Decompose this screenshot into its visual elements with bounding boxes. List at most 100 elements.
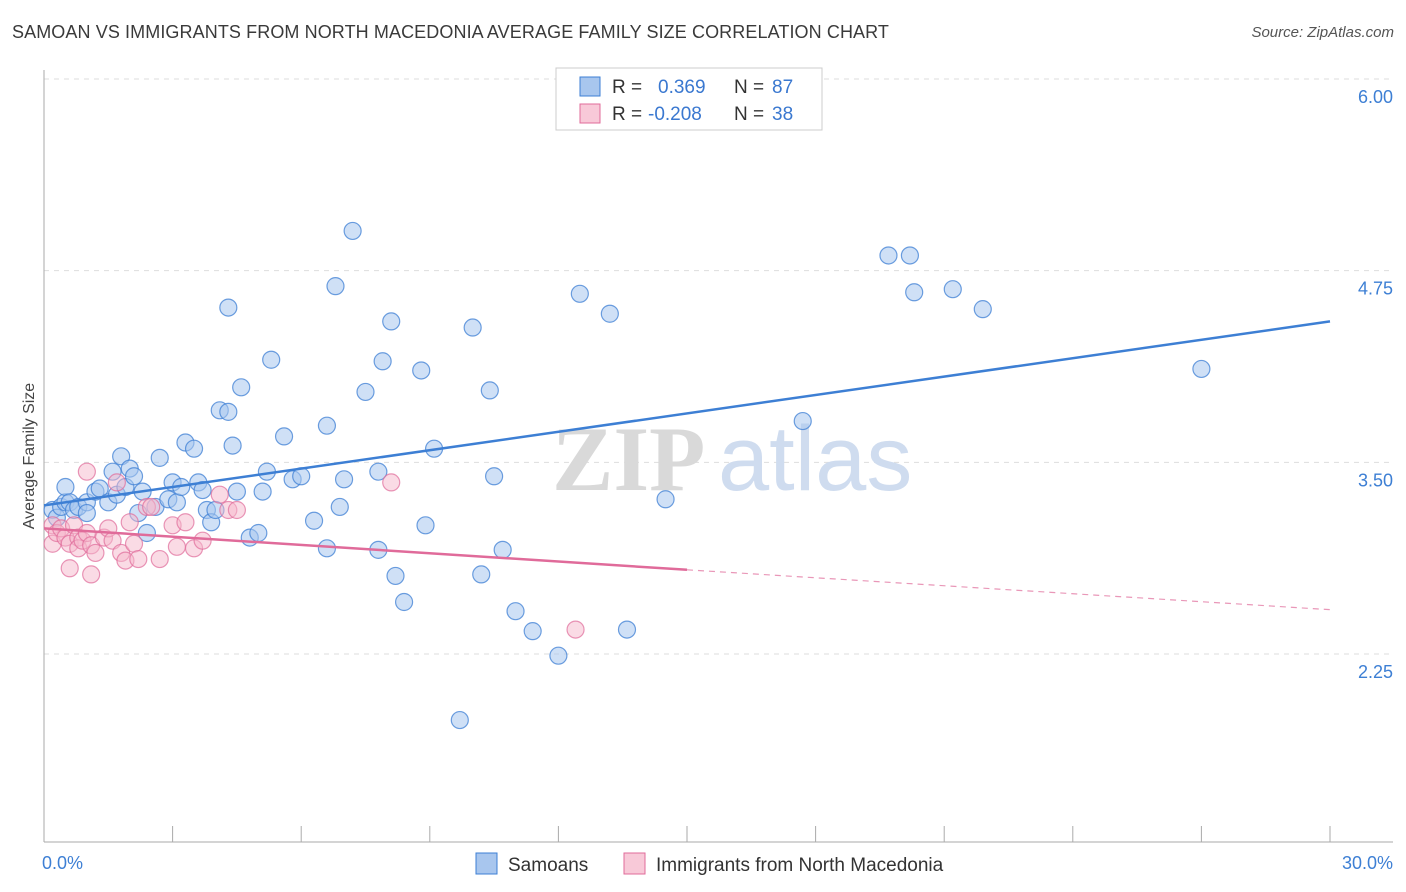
samoans-point-62 — [394, 592, 414, 612]
bottom-legend-label-macedonia: Immigrants from North Macedonia — [656, 855, 944, 876]
macedonia-point-14 — [82, 565, 101, 584]
samoans-point-75 — [570, 284, 589, 303]
samoans-point-76 — [600, 304, 619, 323]
y-tick-label-3: 6.00 — [1358, 87, 1393, 107]
legend-r-value-2: -0.208 — [648, 104, 702, 125]
samoans-point-68 — [472, 565, 491, 584]
samoans-point-54 — [334, 470, 354, 489]
macedonia-point-27 — [150, 549, 169, 569]
samoans-point-59 — [373, 352, 392, 371]
samoans-point-56 — [356, 382, 375, 402]
legend-n-label-1: N = — [734, 77, 764, 98]
macedonia-point-19 — [107, 473, 126, 492]
watermark-atlas: atlas — [718, 408, 912, 510]
samoans-point-52 — [326, 277, 345, 296]
macedonia-trend-extension — [686, 569, 1331, 611]
samoans-point-37 — [219, 298, 238, 317]
legend-r-value-1: 0.369 — [658, 77, 706, 98]
samoans-point-45 — [262, 350, 281, 369]
macedonia-point-35 — [227, 500, 246, 520]
samoans-point-61 — [386, 566, 405, 586]
macedonia-point-32 — [193, 531, 212, 550]
samoans-point-26 — [167, 493, 186, 512]
samoans-point-15 — [112, 447, 131, 466]
macedonia-point-26 — [142, 497, 161, 517]
samoans-point-51 — [317, 539, 337, 558]
samoans-point-74 — [549, 646, 568, 665]
watermark-zip: ZIP — [552, 408, 705, 510]
samoans-point-21 — [137, 523, 156, 543]
samoans-point-43 — [253, 482, 272, 501]
samoans-point-9 — [77, 503, 96, 523]
macedonia-point-33 — [210, 485, 229, 504]
samoans-point-60 — [382, 312, 401, 331]
trend-lines — [43, 320, 1331, 611]
macedonia-point-15 — [86, 543, 105, 563]
samoans-point-70 — [485, 467, 504, 486]
source-label: Source: ZipAtlas.com — [1251, 24, 1394, 41]
legend-r-label-2: R = — [612, 104, 642, 125]
y-tick-label-0: 2.25 — [1358, 662, 1393, 682]
bottom-legend-swatch-macedonia — [623, 852, 646, 875]
samoans-point-38 — [223, 436, 242, 455]
samoans-point-29 — [184, 439, 204, 458]
legend-n-value-2: 38 — [772, 104, 793, 125]
macedonia-point-12 — [77, 462, 96, 481]
samoans-point-53 — [330, 497, 349, 517]
x-tick-labels: 0.0% 30.0% — [42, 853, 1393, 873]
grid-lines — [44, 78, 1392, 655]
samoans-point-79 — [793, 411, 812, 431]
samoans-point-83 — [943, 280, 962, 299]
samoans-point-69 — [480, 381, 499, 400]
legend-r-label-1: R = — [612, 77, 642, 98]
series-legend: Samoans Immigrants from North Macedonia — [475, 852, 944, 876]
macedonia-point-22 — [120, 513, 139, 532]
macedonia-point-23 — [124, 534, 144, 553]
samoans-point-82 — [905, 283, 924, 302]
x-tick-label-1: 30.0% — [1342, 853, 1393, 873]
samoans-point-58 — [369, 462, 388, 481]
chart-title: SAMOAN VS IMMIGRANTS FROM NORTH MACEDONI… — [12, 22, 890, 42]
samoans-point-64 — [416, 516, 435, 535]
samoans-point-71 — [493, 540, 512, 559]
y-axis-label: Average Family Size — [21, 383, 38, 530]
x-tick-label-0: 0.0% — [42, 853, 83, 873]
samoans-point-40 — [232, 378, 251, 397]
legend-swatch-samoans — [579, 76, 601, 97]
samoans-point-63 — [412, 361, 431, 380]
macedonia-point-6 — [60, 559, 79, 578]
macedonia-point-36 — [382, 473, 401, 492]
axes — [43, 70, 1393, 843]
macedonia-point-29 — [167, 537, 186, 556]
samoans-point-39 — [227, 482, 246, 501]
samoans-point-46 — [274, 427, 294, 446]
samoans-point-72 — [506, 602, 525, 621]
legend-n-value-1: 87 — [772, 77, 793, 98]
samoans-point-73 — [523, 622, 542, 641]
samoans-point-77 — [617, 620, 637, 639]
samoans-point-55 — [343, 221, 362, 241]
samoans-trend-line — [43, 320, 1331, 507]
samoans-point-49 — [304, 511, 324, 530]
y-tick-labels: 2.25 3.50 4.75 6.00 — [1358, 87, 1393, 682]
correlation-legend: R = 0.369 N = 87 R = -0.208 N = 38 — [555, 67, 823, 131]
samoans-point-18 — [124, 467, 144, 486]
y-tick-label-1: 3.50 — [1358, 470, 1393, 490]
samoans-point-67 — [463, 318, 482, 337]
y-tick-label-2: 4.75 — [1358, 279, 1393, 299]
samoans-point-78 — [656, 490, 675, 509]
samoans-point-85 — [1192, 359, 1211, 379]
samoans-point-42 — [249, 523, 268, 543]
samoans-point-84 — [973, 300, 992, 319]
samoans-point-36 — [219, 402, 238, 421]
legend-n-label-2: N = — [734, 104, 764, 125]
samoans-point-81 — [900, 246, 920, 265]
macedonia-point-24 — [129, 549, 148, 569]
samoans-point-4 — [56, 477, 75, 497]
macedonia-point-30 — [176, 513, 195, 532]
bottom-legend-swatch-samoans — [475, 852, 498, 875]
samoans-point-80 — [879, 246, 898, 265]
samoans-point-23 — [150, 448, 169, 467]
macedonia-point-37 — [566, 620, 585, 639]
